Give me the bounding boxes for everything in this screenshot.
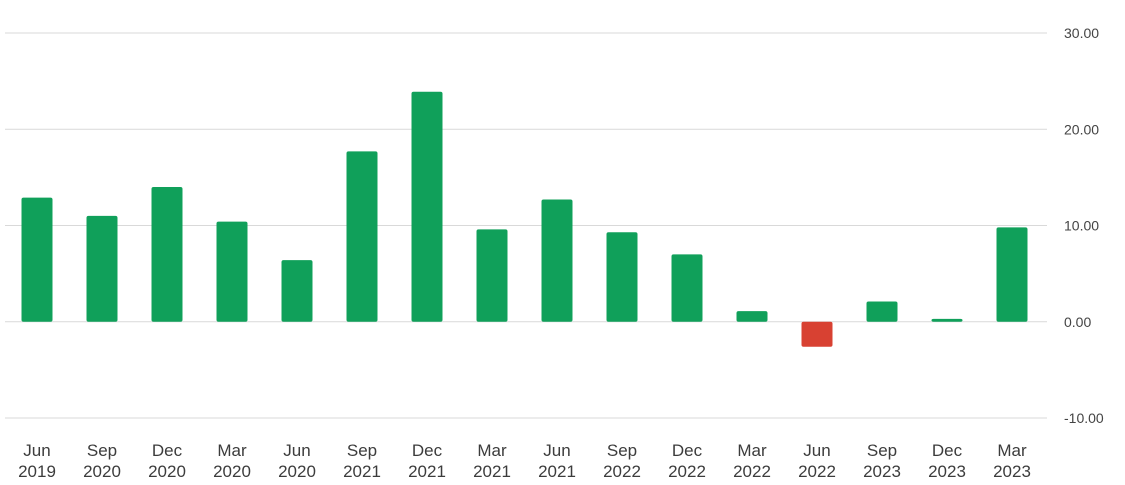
x-tick-label: Mar 2021 bbox=[473, 441, 511, 481]
x-tick-year: 2020 bbox=[278, 462, 316, 481]
bar[interactable] bbox=[671, 254, 703, 322]
x-tick-label: Sep 2022 bbox=[603, 441, 641, 481]
x-tick-label: Dec 2023 bbox=[928, 441, 966, 481]
bar[interactable] bbox=[541, 199, 573, 322]
y-tick-label: 10.00 bbox=[1064, 218, 1099, 234]
x-tick-month: Dec bbox=[932, 441, 963, 460]
bar[interactable] bbox=[866, 301, 898, 322]
x-tick-year: 2021 bbox=[343, 462, 381, 481]
bar[interactable] bbox=[216, 221, 248, 322]
x-tick-month: Dec bbox=[152, 441, 183, 460]
x-tick-month: Mar bbox=[477, 441, 507, 460]
y-tick-label: 20.00 bbox=[1064, 121, 1099, 137]
x-tick-month: Jun bbox=[23, 441, 50, 460]
y-axis-ticks: 30.00 20.00 10.00 0.00 -10.00 bbox=[1064, 25, 1104, 426]
x-axis-ticks: Jun 2019 Sep 2020 Dec 2020 Mar 2020 Jun 2020 Sep 20… bbox=[18, 441, 1031, 481]
bar[interactable] bbox=[931, 318, 963, 322]
x-tick-year: 2023 bbox=[863, 462, 901, 481]
x-tick-label: Sep 2023 bbox=[863, 441, 901, 481]
x-tick-month: Dec bbox=[412, 441, 443, 460]
bar[interactable] bbox=[21, 197, 53, 322]
y-tick-label: -10.00 bbox=[1064, 410, 1104, 426]
x-tick-label: Sep 2021 bbox=[343, 441, 381, 481]
x-tick-label: Mar 2020 bbox=[213, 441, 251, 481]
bar[interactable] bbox=[281, 260, 313, 322]
x-tick-year: 2020 bbox=[148, 462, 186, 481]
x-tick-label: Dec 2021 bbox=[408, 441, 446, 481]
bar[interactable] bbox=[736, 311, 768, 322]
x-tick-month: Sep bbox=[607, 441, 637, 460]
x-tick-label: Jun 2020 bbox=[278, 441, 316, 481]
x-tick-month: Sep bbox=[867, 441, 897, 460]
bar[interactable] bbox=[346, 151, 378, 322]
x-tick-year: 2021 bbox=[473, 462, 511, 481]
x-tick-month: Mar bbox=[997, 441, 1027, 460]
bar[interactable] bbox=[996, 227, 1028, 322]
x-tick-label: Mar 2023 bbox=[993, 441, 1031, 481]
x-tick-month: Jun bbox=[283, 441, 310, 460]
x-tick-year: 2019 bbox=[18, 462, 56, 481]
x-tick-year: 2020 bbox=[213, 462, 251, 481]
x-tick-month: Dec bbox=[672, 441, 703, 460]
x-tick-year: 2021 bbox=[408, 462, 446, 481]
x-tick-year: 2022 bbox=[798, 462, 836, 481]
y-tick-label: 30.00 bbox=[1064, 25, 1099, 41]
bars bbox=[21, 91, 1028, 347]
x-tick-year: 2020 bbox=[83, 462, 121, 481]
x-tick-year: 2022 bbox=[603, 462, 641, 481]
x-tick-month: Jun bbox=[543, 441, 570, 460]
x-tick-label: Dec 2022 bbox=[668, 441, 706, 481]
y-tick-label: 0.00 bbox=[1064, 314, 1091, 330]
x-tick-month: Mar bbox=[217, 441, 247, 460]
bar[interactable] bbox=[411, 91, 443, 322]
bar[interactable] bbox=[476, 229, 508, 322]
x-tick-year: 2022 bbox=[733, 462, 771, 481]
x-tick-label: Sep 2020 bbox=[83, 441, 121, 481]
x-tick-year: 2023 bbox=[993, 462, 1031, 481]
bar[interactable] bbox=[606, 232, 638, 322]
x-tick-year: 2021 bbox=[538, 462, 576, 481]
bar[interactable] bbox=[151, 187, 183, 322]
x-tick-month: Mar bbox=[737, 441, 767, 460]
x-tick-label: Jun 2021 bbox=[538, 441, 576, 481]
x-tick-label: Jun 2019 bbox=[18, 441, 56, 481]
x-tick-year: 2023 bbox=[928, 462, 966, 481]
bar[interactable] bbox=[801, 321, 833, 347]
x-tick-month: Sep bbox=[87, 441, 117, 460]
bar[interactable] bbox=[86, 215, 118, 322]
x-tick-year: 2022 bbox=[668, 462, 706, 481]
x-tick-label: Jun 2022 bbox=[798, 441, 836, 481]
x-tick-label: Dec 2020 bbox=[148, 441, 186, 481]
x-tick-month: Sep bbox=[347, 441, 377, 460]
x-tick-label: Mar 2022 bbox=[733, 441, 771, 481]
x-tick-month: Jun bbox=[803, 441, 830, 460]
